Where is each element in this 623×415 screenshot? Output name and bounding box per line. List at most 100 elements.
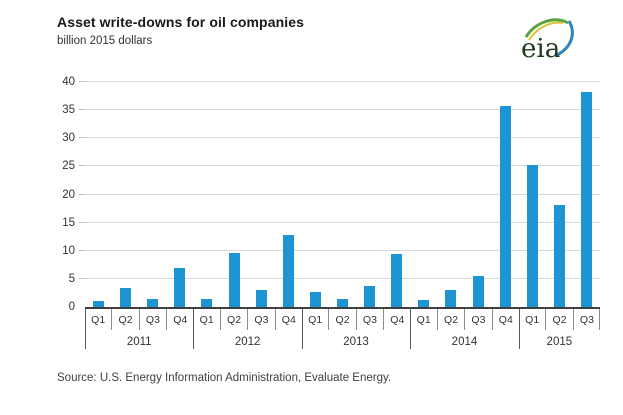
year-label-2012: 2012 xyxy=(234,335,261,348)
year-label-2013: 2013 xyxy=(343,335,369,348)
year-label-2014: 2014 xyxy=(451,335,478,348)
quarter-label-2014-Q3: Q3 xyxy=(464,309,491,330)
bar-2014-Q1 xyxy=(418,299,430,307)
bar-2015-Q1 xyxy=(526,164,538,307)
quarter-label-2013-Q1: Q1 xyxy=(308,313,323,326)
logo-text: eia xyxy=(521,34,560,64)
bar-2012-Q2 xyxy=(228,253,240,307)
quarter-label-2011-Q4: Q4 xyxy=(166,309,193,330)
eia-logo-graphic: eia xyxy=(521,18,574,64)
bar-slot xyxy=(275,82,302,307)
y-axis-label-15: 15 xyxy=(62,216,75,229)
bar-2012-Q1 xyxy=(201,298,213,307)
y-tick-5 xyxy=(79,277,85,279)
quarter-label-2012-Q1: Q1 xyxy=(199,313,214,326)
bar-slot xyxy=(573,82,600,307)
bar-2013-Q4 xyxy=(391,254,403,307)
x-axis: Q1 Q2 Q3 Q4 Q1 Q2 Q3 Q4 Q1 Q2 Q3 Q4 Q1 Q2 Q3 Q4 Q1 Q2 Q3 2… xyxy=(85,309,600,355)
quarter-label-2014-Q1: Q1 xyxy=(416,313,431,326)
gridline-10 xyxy=(85,249,600,251)
bar-slot xyxy=(85,82,112,307)
logo-green-swoosh-icon xyxy=(524,18,569,38)
y-tick-15 xyxy=(79,221,85,223)
quarter-label-2013-Q3: Q3 xyxy=(355,309,383,330)
y-axis-label-0: 0 xyxy=(68,301,75,313)
y-axis-label-35: 35 xyxy=(62,104,75,117)
eia-logo: eia xyxy=(516,14,576,64)
quarter-label-row: Q1 Q2 Q3 Q4 Q1 Q2 Q3 Q4 Q1 Q2 Q3 Q4 Q1 Q2 Q3 Q4 Q1 Q2 Q3 xyxy=(85,309,600,330)
year-label-2015: 2015 xyxy=(546,335,573,348)
bar-2014-Q4 xyxy=(499,106,511,307)
bar-2015-Q3 xyxy=(581,92,593,307)
quarter-label-2013-Q4: Q4 xyxy=(383,309,410,330)
bar-2013-Q2 xyxy=(337,299,349,307)
gridline-40 xyxy=(85,81,600,82)
bar-2013-Q3 xyxy=(364,286,376,307)
y-tick-40 xyxy=(79,81,85,82)
plot-area: 0 5 10 15 20 25 30 35 40 xyxy=(62,76,600,313)
bar-slot xyxy=(329,82,356,307)
y-tick-35 xyxy=(79,109,85,111)
bar-2014-Q2 xyxy=(445,289,457,307)
bar-2011-Q4 xyxy=(174,267,186,307)
quarter-label-2015-Q2: Q2 xyxy=(545,309,572,330)
bar-2011-Q3 xyxy=(147,298,159,307)
quarter-label-2012-Q4: Q4 xyxy=(274,309,302,330)
year-label-row: 2011 2012 2013 2014 2015 xyxy=(85,330,600,353)
y-axis-label-5: 5 xyxy=(68,272,75,285)
year-separator xyxy=(410,309,412,349)
logo-blue-swoosh-icon xyxy=(556,20,574,57)
y-axis-label-25: 25 xyxy=(62,160,75,173)
y-tick-20 xyxy=(79,193,85,195)
quarter-label-2014-Q4: Q4 xyxy=(491,309,519,330)
bar-2011-Q1 xyxy=(93,301,105,307)
gridline-15 xyxy=(85,221,600,223)
quarter-label-2012-Q2: Q2 xyxy=(219,309,247,330)
quarter-label-2015-Q3: Q3 xyxy=(572,309,600,330)
y-tick-25 xyxy=(79,165,85,167)
quarter-label-2011-Q2: Q2 xyxy=(111,309,138,330)
bar-2011-Q2 xyxy=(120,288,132,307)
year-separator xyxy=(301,309,303,349)
y-axis-label-20: 20 xyxy=(62,188,75,201)
bar-2015-Q2 xyxy=(553,204,565,307)
quarter-label-2011-Q3: Q3 xyxy=(138,309,166,330)
bar-slot xyxy=(492,82,519,307)
quarter-label-2014-Q2: Q2 xyxy=(436,309,464,330)
year-label-2011: 2011 xyxy=(126,335,152,348)
bar-2013-Q1 xyxy=(309,291,321,307)
bar-slot xyxy=(112,82,139,307)
gridline-30 xyxy=(85,137,600,139)
bar-slot xyxy=(546,82,573,307)
bar-2014-Q3 xyxy=(472,275,484,307)
year-separator xyxy=(193,309,195,349)
y-tick-30 xyxy=(79,137,85,139)
gridline-25 xyxy=(85,165,600,167)
bars-container xyxy=(85,82,600,307)
bar-slot xyxy=(465,82,492,307)
bar-slot xyxy=(437,82,464,307)
quarter-label-2015-Q1: Q1 xyxy=(525,313,540,326)
chart-title: Asset write-downs for oil companies xyxy=(57,14,304,30)
axis-end-separator xyxy=(599,309,600,330)
bar-2012-Q3 xyxy=(255,290,267,307)
bar-slot xyxy=(248,82,275,307)
bar-slot xyxy=(519,82,546,307)
bar-slot xyxy=(410,82,437,307)
bar-slot xyxy=(302,82,329,307)
bar-chart: 0 5 10 15 20 25 30 35 40 Q1 Q2 Q3 Q4 Q1 Q2 Q3 Q4 Q1 Q2 Q3 Q… xyxy=(62,76,600,355)
gridline-35 xyxy=(85,109,600,111)
bar-slot xyxy=(166,82,193,307)
y-tick-10 xyxy=(79,249,85,251)
bar-slot xyxy=(383,82,410,307)
bar-slot xyxy=(356,82,383,307)
y-axis-label-40: 40 xyxy=(62,76,75,88)
gridline-20 xyxy=(85,193,600,195)
logo-yellow-swoosh-icon xyxy=(528,21,564,41)
source-note: Source: U.S. Energy Information Administ… xyxy=(57,372,392,384)
quarter-label-2012-Q3: Q3 xyxy=(247,309,274,330)
gridline-5 xyxy=(85,277,600,279)
bar-2012-Q4 xyxy=(282,235,294,307)
quarter-label-2011-Q1: Q1 xyxy=(91,313,106,326)
